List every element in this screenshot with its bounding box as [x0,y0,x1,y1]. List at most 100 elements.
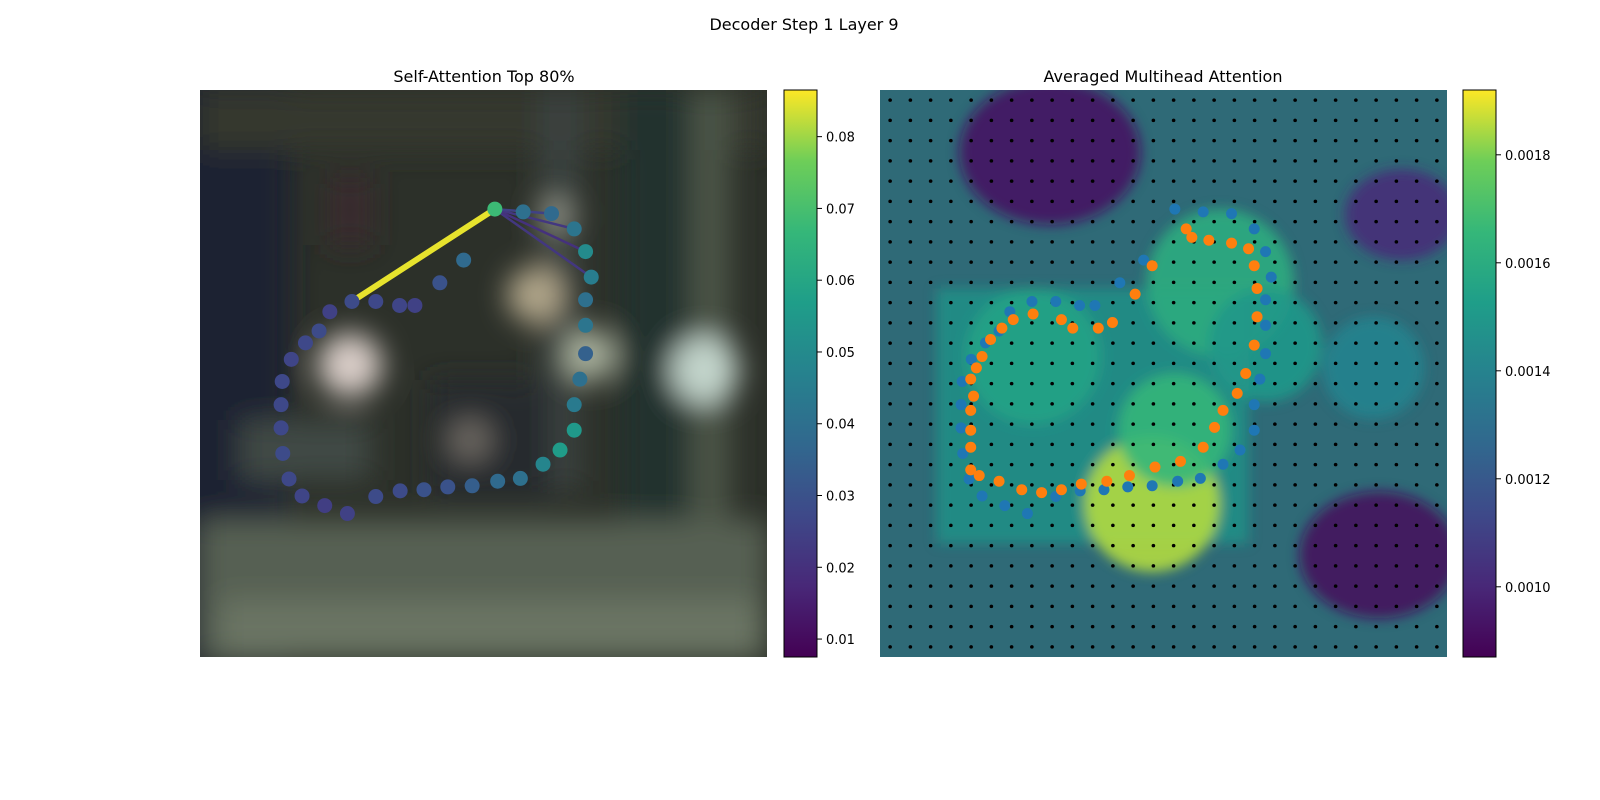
grid-dot [1333,483,1338,487]
series-point [970,362,982,374]
series-point [957,447,969,459]
grid-dot [1151,543,1156,548]
grid-dot [969,260,973,264]
grid-dot [1030,442,1034,447]
grid-dot [1192,422,1196,426]
grid-dot [928,219,933,224]
grid-dot [1232,118,1237,123]
keypoint [535,456,551,472]
grid-dot [949,159,953,163]
grid-dot [1111,179,1115,183]
grid-dot [1333,300,1338,305]
grid-dot [1394,280,1399,285]
grid-dot [1232,179,1237,183]
grid-dot [888,260,892,264]
grid-dot [969,179,973,183]
series-point [1123,470,1135,482]
grid-dot [1333,219,1338,224]
grid-dot [908,300,913,305]
grid-dot [1151,199,1156,204]
grid-dot [1354,260,1358,264]
grid-dot [949,503,953,507]
grid-dot [969,98,973,102]
grid-dot [989,240,994,244]
grid-dot [1394,361,1399,366]
grid-dot [1374,462,1378,467]
grid-dot [989,260,994,264]
self-attention-panel: Self-Attention Top 80% [200,67,855,658]
grid-dot [1354,564,1358,568]
grid-dot [928,260,933,264]
grid-dot [1232,219,1237,224]
grid-dot [908,564,913,568]
grid-dot [1313,402,1318,406]
grid-dot [1090,462,1095,467]
grid-dot [1151,118,1156,123]
grid-dot [1273,483,1277,487]
grid-dot [1273,422,1277,426]
multihead-attention-title: Averaged Multihead Attention [1044,67,1283,86]
grid-dot [1435,260,1439,264]
grid-dot [1414,219,1419,224]
grid-dot [1212,361,1216,366]
grid-dot [949,260,953,264]
grid-dot [1009,624,1014,629]
grid-dot [1151,503,1156,507]
grid-dot [1252,361,1257,366]
grid-dot [949,300,953,305]
grid-dot [1273,240,1277,244]
grid-dot [1050,624,1054,629]
grid-dot [1212,604,1216,609]
grid-dot [1293,159,1297,163]
keypoint [432,275,448,291]
grid-dot [1050,159,1054,163]
grid-dot [908,199,913,204]
grid-dot [1293,462,1297,467]
grid-dot [928,118,933,123]
series-point [1197,206,1209,218]
grid-dot [1313,645,1318,649]
grid-dot [1030,462,1034,467]
grid-dot [1414,543,1419,548]
grid-dot [1050,260,1054,264]
grid-dot [928,503,933,507]
grid-dot [989,199,994,204]
grid-dot [1090,260,1095,264]
grid-dot [1009,503,1014,507]
grid-dot [1435,98,1439,102]
keypoint [544,206,560,222]
grid-dot [949,219,953,224]
grid-dot [989,503,994,507]
series-point [965,424,977,436]
grid-dot [1273,604,1277,609]
grid-dot [1192,523,1196,528]
grid-dot [1212,341,1216,345]
grid-dot [1232,300,1237,305]
grid-dot [928,300,933,305]
grid-dot [1009,564,1014,568]
grid-dot [1070,543,1075,548]
grid-dot [1171,503,1176,507]
multihead-attention-colorbar: 0.0010 0.0012 0.0014 0.0016 0.0018 [1462,89,1551,658]
grid-dot [1414,523,1419,528]
grid-dot [1313,219,1318,224]
series-point [976,490,988,502]
grid-dot [1090,321,1095,325]
grid-dot [1273,523,1277,528]
grid-dot [1030,402,1034,406]
grid-dot [908,483,913,487]
grid-dot [1313,300,1318,305]
series-point [1146,260,1158,272]
grid-dot [1414,442,1419,447]
grid-dot [1212,442,1216,447]
series-point [1248,399,1260,411]
keypoint [578,244,594,260]
grid-dot [1192,645,1196,649]
grid-dot [1374,341,1378,345]
grid-dot [908,98,913,102]
grid-dot [1333,564,1338,568]
keypoint [552,442,568,458]
grid-dot [1111,442,1115,447]
grid-dot [1192,179,1196,183]
grid-dot [1192,584,1196,588]
